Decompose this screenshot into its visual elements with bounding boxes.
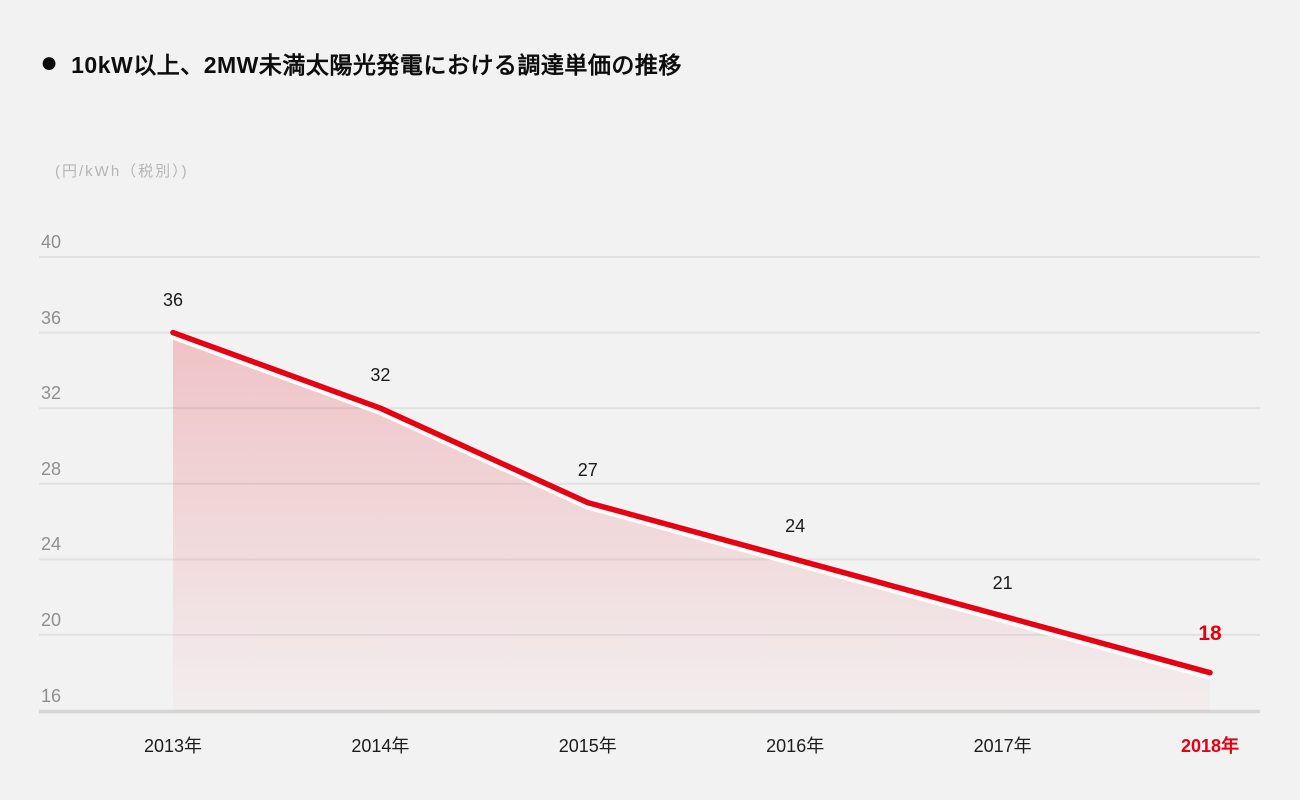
y-tick-label: 36	[41, 307, 62, 328]
bullet-icon: ●	[40, 46, 59, 79]
x-tick-label: 2013年	[143, 736, 203, 756]
y-tick-label: 20	[41, 609, 62, 630]
line-underlay	[170, 334, 1213, 680]
y-tick-label: 32	[41, 383, 62, 404]
y-tick-label: 40	[41, 232, 62, 252]
y-tick-label: 24	[41, 534, 62, 555]
x-tick-label: 2016年	[766, 736, 825, 756]
trend-line	[170, 329, 1213, 676]
data-label: 24	[785, 516, 806, 537]
y-tick-label: 16	[41, 685, 62, 706]
data-label: 27	[577, 459, 598, 480]
data-label-highlight: 18	[1198, 621, 1222, 645]
x-tick-label: 2015年	[558, 736, 617, 756]
x-tick-label: 2017年	[973, 736, 1032, 756]
page-title: 10kW以上、2MW未満太陽光発電における調達単価の推移	[71, 52, 682, 78]
y-axis-unit-label: (円/kWh（税別）)	[55, 163, 189, 180]
x-tick-label: 2014年	[351, 736, 410, 756]
data-label: 21	[992, 573, 1013, 594]
x-tick-label-highlight: 2018年	[1180, 736, 1240, 756]
data-label: 32	[370, 365, 391, 386]
chart-header: ● 10kW以上、2MW未満太陽光発電における調達単価の推移	[40, 46, 682, 80]
area-fill	[173, 337, 1210, 712]
y-tick-label: 28	[41, 458, 62, 479]
data-label: 36	[162, 289, 184, 310]
